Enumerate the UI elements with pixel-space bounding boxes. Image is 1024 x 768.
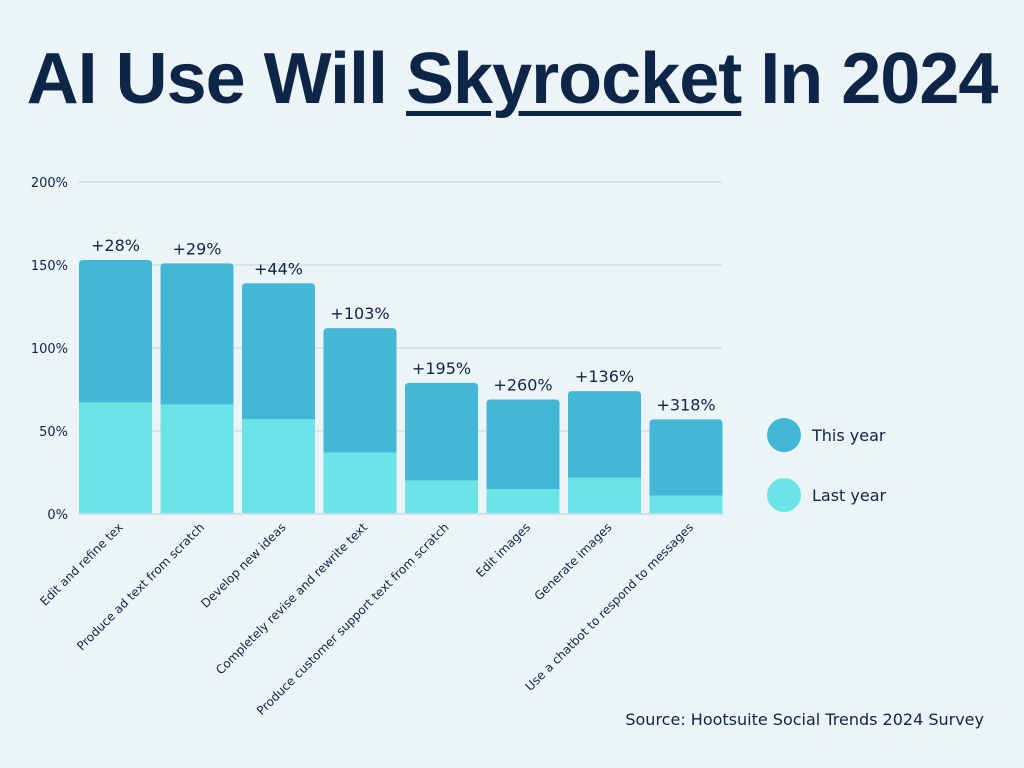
bar-this-year <box>79 260 152 403</box>
y-tick-label: 100% <box>31 342 68 357</box>
bar-last-year <box>486 489 560 514</box>
bar-this-year <box>649 419 723 496</box>
y-tick-label: 200% <box>31 176 68 191</box>
data-label: +103% <box>330 304 389 323</box>
title-post: In 2024 <box>741 39 998 119</box>
data-label: +29% <box>173 239 222 258</box>
bar-last-year <box>649 495 723 514</box>
x-tick-label: Develop new ideas <box>198 520 288 610</box>
x-tick-label: Produce customer support text from scrat… <box>254 520 452 718</box>
bar-this-year <box>242 283 315 420</box>
bar-this-year <box>405 382 478 481</box>
x-tick-label: Edit images <box>473 520 533 580</box>
title-emphasis: Skyrocket <box>406 39 742 119</box>
bar-this-year <box>568 391 641 478</box>
x-tick-label: Use a chatbot to respond to messages <box>523 520 696 693</box>
legend-label: Last year <box>812 486 887 505</box>
x-tick-label: Edit and refine tex <box>37 520 125 608</box>
data-label: +28% <box>91 236 140 255</box>
x-tick-label: Completely revise and rewrite text <box>213 520 370 677</box>
data-label: +195% <box>412 359 471 378</box>
bar-last-year <box>323 452 397 514</box>
legend-label: This year <box>811 426 886 445</box>
data-label: +318% <box>656 395 715 414</box>
bar-last-year <box>405 480 478 514</box>
data-label: +260% <box>493 375 552 394</box>
y-tick-label: 50% <box>39 425 68 440</box>
title-pre: AI Use Will <box>26 39 407 119</box>
data-label: +136% <box>575 367 634 386</box>
bar-this-year <box>486 399 560 490</box>
bar-last-year <box>79 402 152 514</box>
bar-last-year <box>568 477 641 514</box>
bar-last-year <box>242 419 315 514</box>
x-tick-label: Produce ad text from scratch <box>74 520 207 653</box>
y-tick-label: 0% <box>47 508 68 523</box>
legend-swatch <box>767 418 801 452</box>
bar-last-year <box>160 404 234 514</box>
source-note: Source: Hootsuite Social Trends 2024 Sur… <box>625 710 984 729</box>
bar-this-year <box>323 328 397 453</box>
chart-title: AI Use Will Skyrocket In 2024 <box>0 38 1024 120</box>
data-label: +44% <box>254 259 303 278</box>
x-tick-label: Generate images <box>532 520 615 603</box>
legend-swatch <box>767 478 801 512</box>
bar-this-year <box>160 263 234 405</box>
y-tick-label: 150% <box>31 259 68 274</box>
